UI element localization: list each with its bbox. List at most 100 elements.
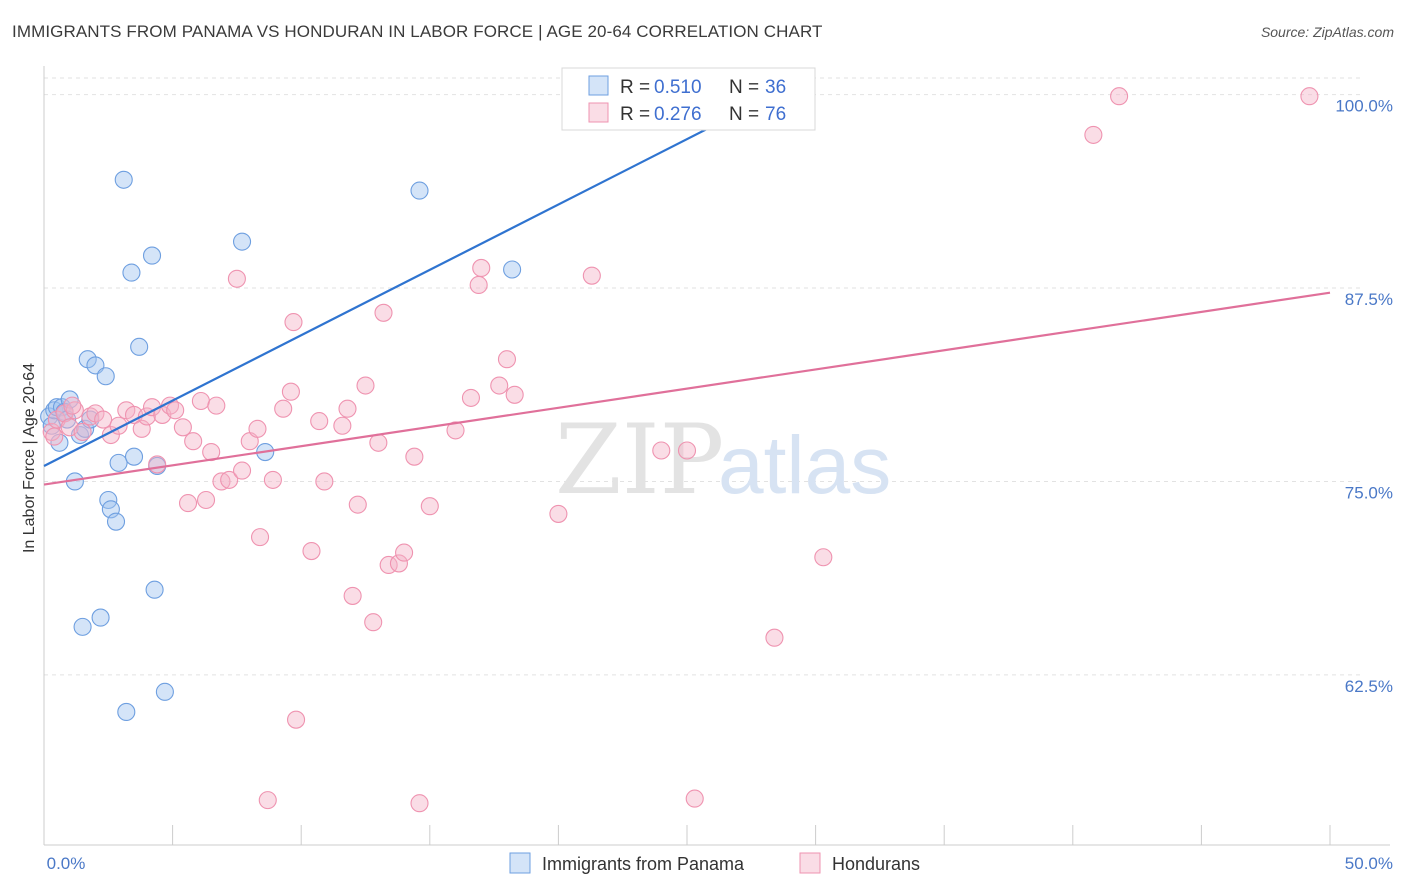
source-credit: Source: ZipAtlas.com	[1260, 24, 1394, 40]
honduran-point	[420, 497, 439, 516]
honduran-point	[284, 313, 303, 332]
honduran-point	[73, 422, 92, 441]
panama-point	[96, 367, 115, 386]
honduran-point	[191, 391, 210, 411]
honduran-point	[196, 490, 216, 510]
panama-point	[73, 617, 92, 636]
honduran-point	[281, 382, 300, 401]
honduran-point	[338, 399, 357, 418]
panama-point	[117, 702, 136, 722]
honduran-point	[184, 432, 203, 451]
legend-n-label: N =	[729, 104, 759, 125]
panama-point	[145, 580, 164, 599]
honduran-point	[374, 303, 393, 322]
honduran-point	[582, 266, 601, 285]
y-tick-label: 100.0%	[1335, 97, 1393, 116]
chart-title: IMMIGRANTS FROM PANAMA VS HONDURAN IN LA…	[12, 22, 823, 41]
honduran-point	[45, 427, 64, 446]
series-legend-swatch	[799, 852, 821, 874]
x-tick-labels: 0.0% 50.0%	[47, 854, 1393, 873]
y-tick-label: 75.0%	[1345, 483, 1393, 502]
series-legend-label: Immigrants from Panama	[542, 854, 745, 874]
honduran-point	[446, 421, 465, 440]
panama-point	[106, 512, 126, 531]
series-legend: Immigrants from Panama Hondurans	[509, 852, 920, 874]
panama-point	[503, 260, 522, 279]
honduran-point	[472, 258, 491, 277]
x-tick-label: 0.0%	[47, 854, 86, 873]
series-legend-swatch	[509, 852, 531, 874]
legend-r-label: R =	[620, 104, 650, 125]
honduran-point	[490, 376, 509, 395]
honduran-point	[250, 528, 270, 547]
honduran-point	[173, 418, 192, 437]
honduran-point	[685, 789, 704, 808]
honduran-point	[497, 350, 517, 369]
honduran-point	[389, 554, 408, 573]
gridlines	[44, 77, 1360, 676]
legend-r-label: R =	[620, 77, 650, 98]
honduran-point	[410, 794, 429, 813]
trend-lines	[43, 93, 1331, 486]
y-tick-labels: 62.5% 75.0% 87.5% 100.0%	[1335, 97, 1393, 696]
honduran-trend-line	[43, 291, 1331, 486]
honduran-point	[310, 412, 329, 431]
watermark-zip: ZIP	[555, 404, 724, 516]
honduran-point	[343, 586, 362, 605]
honduran-point	[469, 275, 488, 295]
honduran-point	[178, 494, 198, 513]
panama-point	[410, 181, 429, 200]
honduran-point	[232, 461, 252, 480]
honduran-point	[148, 455, 167, 474]
honduran-point	[364, 613, 383, 632]
watermark: ZIP atlas	[555, 404, 891, 516]
honduran-point	[212, 472, 231, 491]
panama-point	[109, 453, 128, 472]
honduran-point	[652, 441, 671, 460]
honduran-point	[220, 470, 239, 489]
panama-point	[142, 246, 162, 265]
panama-trend-line	[43, 93, 775, 467]
honduran-point	[287, 710, 306, 729]
honduran-point	[315, 472, 334, 491]
honduran-point	[505, 385, 524, 404]
legend-n-label: N =	[729, 77, 759, 98]
panama-point	[122, 263, 141, 282]
panama-point	[130, 337, 149, 356]
panama-point	[155, 682, 174, 701]
honduran-point	[395, 543, 414, 562]
panama-point	[91, 608, 110, 627]
honduran-point	[1300, 87, 1319, 106]
legend-swatch	[588, 75, 609, 96]
honduran-point	[549, 504, 568, 523]
honduran-point	[258, 791, 277, 810]
honduran-point	[333, 416, 352, 435]
honduran-point	[263, 470, 282, 489]
honduran-point	[356, 376, 375, 395]
y-axis-label: In Labor Force | Age 20-64	[21, 363, 38, 553]
panama-point	[124, 447, 144, 466]
series-legend-label: Hondurans	[832, 854, 920, 874]
honduran-point	[677, 441, 697, 460]
x-tick-label: 50.0%	[1345, 854, 1393, 873]
axes	[43, 66, 1390, 846]
correlation-legend: R = 0.510 N = 36 R = 0.276 N = 76	[561, 67, 816, 131]
legend-r-value: 0.276	[654, 104, 702, 125]
scatter-points	[40, 84, 1319, 813]
honduran-point	[405, 447, 424, 466]
honduran-point	[94, 410, 113, 429]
honduran-point	[274, 399, 293, 418]
honduran-point	[461, 388, 481, 407]
honduran-point	[1110, 87, 1129, 106]
watermark-atlas: atlas	[718, 420, 891, 511]
honduran-point	[248, 419, 267, 438]
panama-point	[114, 170, 133, 189]
legend-r-value: 0.510	[654, 77, 702, 98]
honduran-point	[369, 433, 388, 452]
honduran-point	[63, 396, 82, 415]
honduran-point	[814, 548, 833, 567]
honduran-point	[348, 495, 367, 514]
honduran-point	[55, 404, 74, 423]
y-tick-label: 62.5%	[1345, 677, 1393, 696]
